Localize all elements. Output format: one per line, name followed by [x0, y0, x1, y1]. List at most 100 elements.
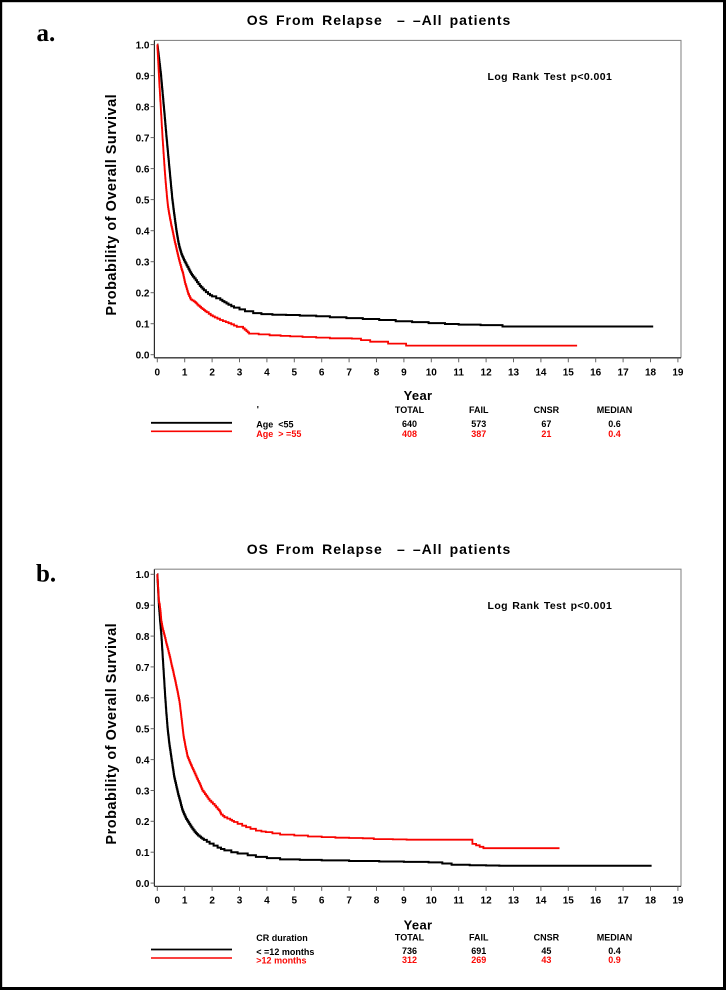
svg-text:OS From Relapse – –All patien: OS From Relapse – –All patients: [247, 12, 512, 28]
svg-text:691: 691: [471, 946, 486, 956]
svg-text:': ': [257, 405, 259, 415]
svg-text:1: 1: [182, 896, 188, 907]
svg-text:2: 2: [209, 896, 215, 907]
svg-text:8: 8: [374, 367, 380, 378]
svg-text:0: 0: [155, 367, 161, 378]
svg-text:18: 18: [645, 367, 657, 378]
svg-text:CNSR: CNSR: [534, 933, 560, 943]
svg-text:9: 9: [401, 367, 407, 378]
svg-text:MEDIAN: MEDIAN: [597, 933, 633, 943]
svg-text:0.4: 0.4: [136, 227, 150, 238]
svg-text:736: 736: [402, 946, 417, 956]
svg-text:14: 14: [535, 896, 547, 907]
svg-text:6: 6: [319, 367, 325, 378]
svg-text:387: 387: [471, 429, 486, 439]
svg-text:12: 12: [481, 896, 493, 907]
svg-text:1.0: 1.0: [136, 570, 150, 581]
svg-text:CNSR: CNSR: [534, 405, 560, 415]
svg-text:CR duration: CR duration: [256, 933, 308, 943]
svg-text:5: 5: [292, 896, 298, 907]
svg-text:269: 269: [471, 955, 486, 965]
svg-text:3: 3: [237, 367, 243, 378]
svg-text:17: 17: [618, 896, 630, 907]
svg-text:5: 5: [292, 367, 298, 378]
svg-text:FAIL: FAIL: [469, 405, 489, 415]
svg-text:Age <55: Age <55: [256, 420, 293, 430]
svg-text:Log Rank Test p<0.001: Log Rank Test p<0.001: [488, 600, 613, 612]
svg-text:13: 13: [508, 896, 520, 907]
svg-text:4: 4: [264, 367, 270, 378]
svg-text:0.5: 0.5: [136, 196, 150, 207]
svg-text:1.0: 1.0: [136, 41, 150, 52]
svg-text:FAIL: FAIL: [469, 933, 489, 943]
svg-text:0.0: 0.0: [136, 879, 150, 890]
svg-text:10: 10: [426, 896, 438, 907]
svg-text:14: 14: [535, 367, 547, 378]
svg-text:312: 312: [402, 955, 417, 965]
svg-text:1: 1: [182, 367, 188, 378]
svg-text:573: 573: [471, 419, 486, 429]
svg-text:b.: b.: [36, 561, 56, 588]
svg-text:45: 45: [541, 946, 551, 956]
svg-text:4: 4: [264, 896, 270, 907]
svg-text:TOTAL: TOTAL: [395, 933, 425, 943]
svg-text:15: 15: [563, 367, 575, 378]
svg-text:0: 0: [155, 896, 161, 907]
svg-text:11: 11: [453, 896, 464, 907]
svg-text:0.1: 0.1: [136, 320, 150, 331]
svg-text:0.3: 0.3: [136, 258, 150, 269]
svg-text:18: 18: [645, 896, 657, 907]
svg-text:0.3: 0.3: [136, 786, 150, 797]
svg-text:0.6: 0.6: [136, 165, 150, 176]
svg-text:Probability of Overall Surviva: Probability of Overall Survival: [104, 94, 120, 316]
svg-text:0.9: 0.9: [136, 72, 150, 83]
svg-text:0.8: 0.8: [136, 103, 150, 114]
svg-text:0.4: 0.4: [136, 756, 150, 767]
svg-text:0.6: 0.6: [608, 419, 621, 429]
svg-text:0.9: 0.9: [608, 955, 621, 965]
svg-text:3: 3: [237, 896, 243, 907]
svg-text:0.2: 0.2: [136, 817, 150, 828]
svg-text:>12 months: >12 months: [256, 956, 306, 966]
svg-text:0.2: 0.2: [136, 289, 150, 300]
svg-text:17: 17: [618, 367, 630, 378]
svg-text:13: 13: [508, 367, 520, 378]
svg-text:10: 10: [426, 367, 438, 378]
svg-text:OS From Relapse – –All patien: OS From Relapse – –All patients: [247, 541, 512, 557]
svg-text:67: 67: [541, 419, 551, 429]
svg-text:11: 11: [453, 367, 464, 378]
svg-text:a.: a.: [37, 20, 56, 47]
svg-text:43: 43: [541, 955, 551, 965]
svg-text:12: 12: [481, 367, 493, 378]
svg-text:Year: Year: [404, 918, 433, 933]
svg-text:9: 9: [401, 896, 407, 907]
svg-text:16: 16: [590, 367, 602, 378]
svg-text:19: 19: [672, 896, 684, 907]
svg-text:19: 19: [672, 367, 684, 378]
svg-text:MEDIAN: MEDIAN: [597, 405, 633, 415]
svg-text:408: 408: [402, 429, 417, 439]
svg-text:TOTAL: TOTAL: [395, 405, 425, 415]
svg-text:Log Rank Test p<0.001: Log Rank Test p<0.001: [488, 71, 613, 83]
svg-text:0.5: 0.5: [136, 725, 150, 736]
svg-text:Probability of Overall Surviva: Probability of Overall Survival: [104, 623, 120, 845]
svg-text:15: 15: [563, 896, 575, 907]
svg-text:16: 16: [590, 896, 602, 907]
svg-text:0.4: 0.4: [608, 946, 621, 956]
svg-text:Year: Year: [404, 388, 433, 403]
svg-text:Age > =55: Age > =55: [256, 429, 301, 439]
svg-text:0.0: 0.0: [136, 351, 150, 362]
svg-text:< =12 months: < =12 months: [256, 947, 314, 957]
svg-text:0.8: 0.8: [136, 632, 150, 643]
svg-text:21: 21: [541, 429, 551, 439]
svg-text:7: 7: [346, 896, 352, 907]
svg-text:0.7: 0.7: [136, 663, 150, 674]
svg-text:0.1: 0.1: [136, 848, 150, 859]
svg-text:640: 640: [402, 419, 417, 429]
svg-text:6: 6: [319, 896, 325, 907]
svg-text:0.4: 0.4: [608, 429, 621, 439]
svg-text:0.7: 0.7: [136, 134, 150, 145]
svg-text:7: 7: [346, 367, 352, 378]
svg-text:8: 8: [374, 896, 380, 907]
svg-text:0.6: 0.6: [136, 694, 150, 705]
